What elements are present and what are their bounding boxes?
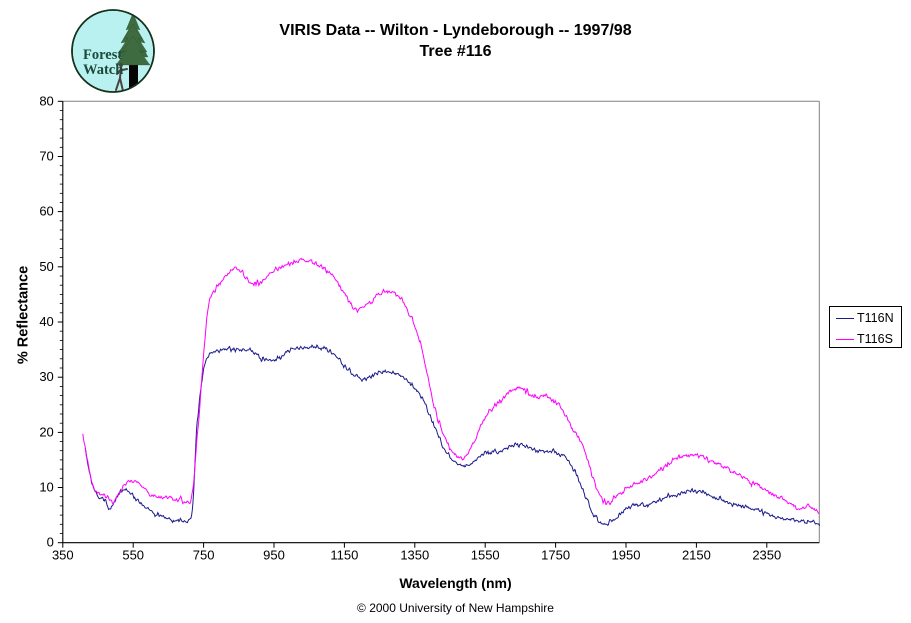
- svg-text:70: 70: [39, 149, 53, 164]
- svg-text:60: 60: [39, 204, 53, 219]
- svg-text:30: 30: [39, 369, 53, 384]
- svg-text:20: 20: [39, 424, 53, 439]
- svg-text:350: 350: [52, 548, 74, 563]
- svg-text:50: 50: [39, 259, 53, 274]
- svg-text:750: 750: [193, 548, 215, 563]
- svg-text:1350: 1350: [400, 548, 429, 563]
- svg-text:550: 550: [122, 548, 144, 563]
- svg-text:1550: 1550: [471, 548, 500, 563]
- svg-text:2150: 2150: [682, 548, 711, 563]
- svg-text:40: 40: [39, 314, 53, 329]
- svg-text:950: 950: [263, 548, 285, 563]
- svg-text:80: 80: [39, 93, 53, 108]
- svg-text:1750: 1750: [541, 548, 570, 563]
- svg-text:2350: 2350: [752, 548, 781, 563]
- svg-text:10: 10: [39, 480, 53, 495]
- svg-text:1150: 1150: [330, 548, 358, 563]
- svg-text:1950: 1950: [612, 548, 641, 563]
